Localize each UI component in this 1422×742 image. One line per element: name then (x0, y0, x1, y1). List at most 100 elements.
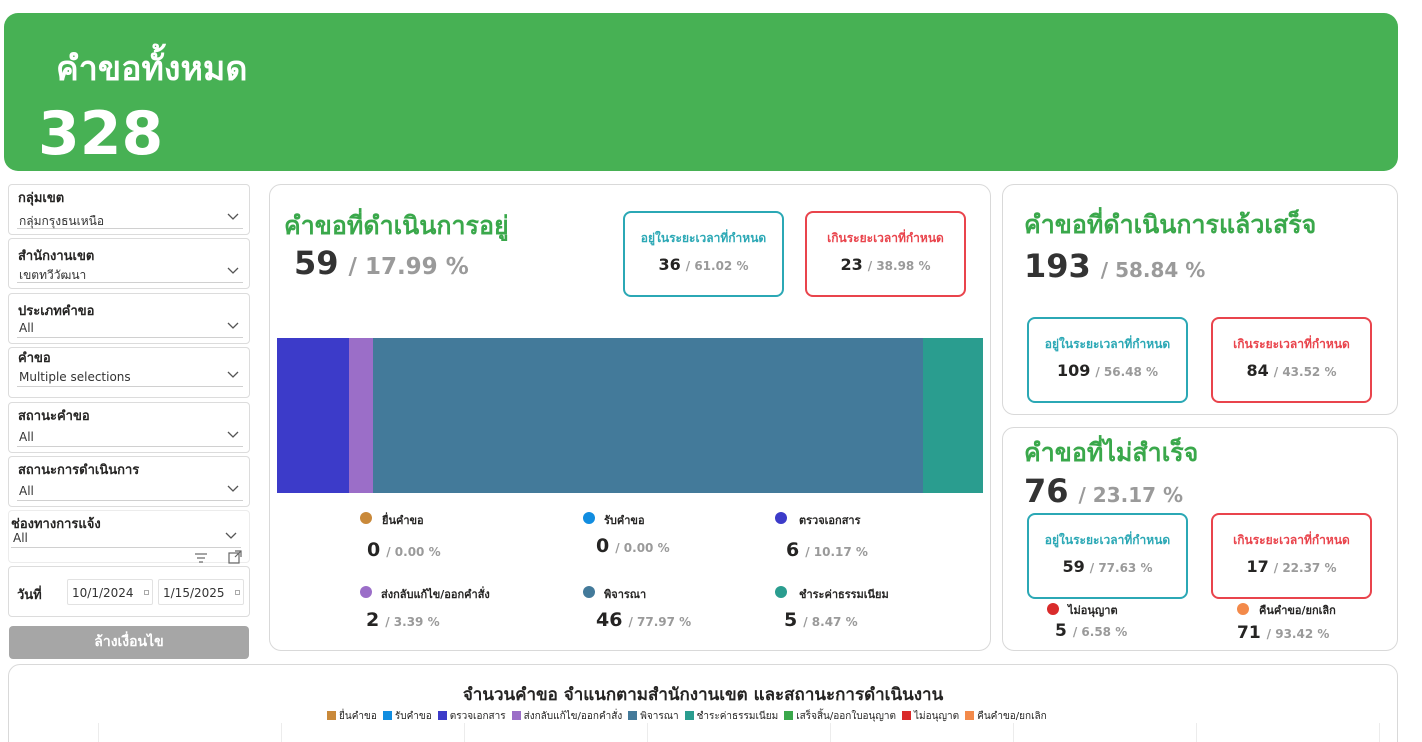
stage-percent: / 3.39 % (385, 615, 440, 629)
in-progress-count: 59 (294, 244, 339, 282)
reason-dot (1237, 603, 1249, 615)
reason-label: ไม่อนุญาต (1068, 604, 1118, 617)
slicer-dropdown[interactable]: เขตทวีวัฒนา (17, 263, 243, 283)
bar-segment-4[interactable] (372, 338, 924, 493)
slicer-value: เขตทวีวัฒนา (19, 268, 87, 282)
legend-item-7: ไม่อนุญาต (902, 709, 959, 724)
gridline (1196, 723, 1197, 742)
kpi-label: อยู่ในระยะเวลาที่กำหนด (1044, 337, 1171, 351)
kpi-value: 23 / 38.98 % (807, 255, 964, 274)
slicer-request[interactable]: คำขอ Multiple selections (8, 347, 250, 398)
legend-swatch (327, 711, 336, 720)
slicer-dropdown[interactable]: Multiple selections (17, 367, 243, 387)
reason-percent: / 93.42 % (1266, 627, 1330, 641)
slicer-dropdown[interactable]: กลุ่มกรุงธนเหนือ (17, 209, 243, 229)
completed-count: 193 (1024, 247, 1091, 285)
total-requests-banner: คำขอทั้งหมด 328 (4, 13, 1398, 171)
kpi-value: 17 / 22.37 % (1213, 557, 1370, 576)
calendar-icon[interactable] (235, 590, 240, 595)
kpi-count: 17 (1246, 557, 1269, 576)
legend-swatch (382, 711, 392, 720)
slicer-dropdown[interactable]: All (17, 481, 243, 501)
date-label: วันที่ (17, 588, 42, 603)
gridline (98, 723, 99, 742)
bar-segment-3[interactable] (348, 338, 373, 493)
in-progress-summary: 59 / 17.99 % (294, 244, 469, 282)
legend-item-3: ส่งกลับแก้ไข/ออกคำสั่ง (511, 709, 622, 724)
reason-count: 5 (1055, 621, 1067, 641)
reason-label: คืนคำขอ/ยกเลิก (1259, 604, 1336, 617)
completed-percent: / 58.84 % (1100, 258, 1206, 282)
stage-value: 0 / 0.00 % (596, 535, 670, 557)
slicer-label: สถานะคำขอ (18, 409, 90, 424)
kpi-percent: / 38.98 % (867, 259, 931, 273)
focus-mode-icon[interactable] (228, 550, 242, 564)
kpi-value: 59 / 77.63 % (1029, 557, 1186, 576)
stage-label: รับคำขอ (604, 514, 645, 527)
date-from-input[interactable]: 10/1/2024 (67, 579, 153, 605)
stage-value: 6 / 10.17 % (786, 539, 868, 561)
completed-summary: 193 / 58.84 % (1024, 247, 1205, 285)
stage-dot (360, 512, 372, 524)
chevron-down-icon (225, 532, 237, 539)
stage-stacked-bar[interactable] (277, 338, 983, 493)
not-completed-on-time-kpi: อยู่ในระยะเวลาที่กำหนด 59 / 77.63 % (1027, 513, 1188, 599)
legend-item-4: พิจารณา (628, 709, 679, 724)
not-completed-count: 76 (1024, 472, 1069, 510)
chevron-down-icon (227, 267, 239, 274)
in-progress-overdue-kpi: เกินระยะเวลาที่กำหนด 23 / 38.98 % (805, 211, 966, 297)
date-to-input[interactable]: 1/15/2025 (158, 579, 244, 605)
kpi-percent: / 22.37 % (1273, 561, 1337, 575)
not-completed-title: คำขอที่ไม่สำเร็จ (1024, 438, 1199, 467)
slicer-dropdown[interactable]: All (17, 427, 243, 447)
slicer-request-status[interactable]: สถานะคำขอ All (8, 402, 250, 453)
stage-percent: / 10.17 % (805, 545, 868, 559)
date-range-slicer: วันที่ 10/1/2024 1/15/2025 (8, 566, 250, 617)
legend-swatch (965, 711, 975, 720)
in-progress-title: คำขอที่ดำเนินการอยู่ (284, 211, 509, 240)
bar-segment-5[interactable] (923, 338, 983, 493)
slicer-label: ประเภทคำขอ (18, 304, 95, 319)
not-completed-summary: 76 / 23.17 % (1024, 472, 1183, 510)
legend-label: ตรวจเอกสาร (449, 711, 506, 722)
slicer-channel[interactable]: ช่องทางการแจ้ง All (8, 510, 250, 563)
slicer-district-group[interactable]: กลุ่มเขต กลุ่มกรุงธนเหนือ (8, 184, 250, 235)
slicer-dropdown[interactable]: All (17, 318, 243, 338)
chart-title: จำนวนคำขอ จำแนกตามสำนักงานเขต และสถานะกา… (462, 685, 944, 705)
stage-dot (360, 586, 372, 598)
gridline (281, 723, 282, 742)
slicer-label: สถานะการดำเนินการ (18, 463, 140, 478)
stage-label: ตรวจเอกสาร (799, 514, 861, 527)
total-requests-title: คำขอทั้งหมด (56, 49, 248, 89)
stage-percent: / 0.00 % (386, 545, 441, 559)
chevron-down-icon (227, 485, 239, 492)
legend-label: ไม่อนุญาต (914, 711, 960, 722)
stage-percent: / 0.00 % (615, 541, 670, 555)
legend-swatch (628, 711, 638, 720)
kpi-percent: / 77.63 % (1089, 561, 1153, 575)
stage-count: 5 (784, 609, 798, 631)
kpi-count: 109 (1056, 361, 1091, 380)
filter-icon[interactable] (194, 552, 208, 564)
slicer-dropdown[interactable]: All (11, 528, 241, 548)
kpi-count: 23 (840, 255, 863, 274)
reason-count: 71 (1237, 623, 1261, 643)
legend-label: เสร็จสิ้น/ออกใบอนุญาต (796, 711, 897, 722)
date-from-value: 10/1/2024 (72, 586, 134, 600)
legend-label: คืนคำขอ/ยกเลิก (977, 711, 1047, 722)
legend-item-8: คืนคำขอ/ยกเลิก (965, 709, 1047, 724)
legend-swatch (684, 711, 694, 720)
clear-filters-button[interactable]: ล้างเงื่อนไข (9, 626, 249, 659)
slicer-district-office[interactable]: สำนักงานเขต เขตทวีวัฒนา (8, 238, 250, 289)
stage-label: ยื่นคำขอ (382, 514, 424, 527)
kpi-count: 36 (658, 255, 681, 274)
calendar-icon[interactable] (144, 590, 149, 595)
slicer-process-status[interactable]: สถานะการดำเนินการ All (8, 456, 250, 507)
legend-swatch (511, 711, 521, 720)
kpi-count: 84 (1246, 361, 1269, 380)
legend-swatch (902, 711, 912, 720)
slicer-request-type[interactable]: ประเภทคำขอ All (8, 293, 250, 344)
stage-dot (583, 586, 595, 598)
bar-segment-2[interactable] (277, 338, 349, 493)
kpi-label: อยู่ในระยะเวลาที่กำหนด (1044, 533, 1171, 547)
